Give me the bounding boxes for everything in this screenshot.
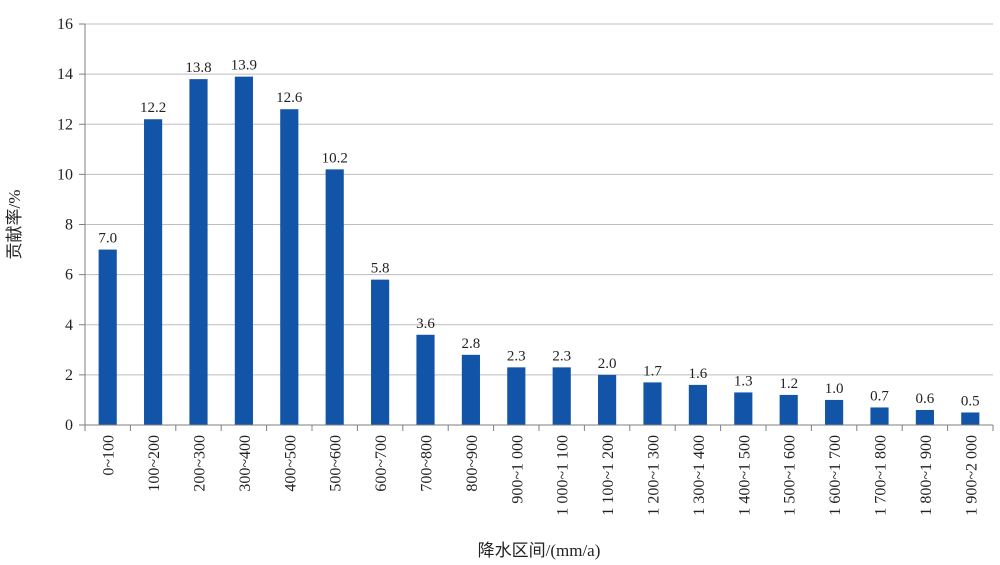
x-tick-label: 300~400: [237, 435, 254, 492]
gridlines: [85, 23, 993, 426]
data-label: 10.2: [322, 150, 348, 166]
bar: [825, 399, 844, 425]
data-label: 1.2: [779, 376, 798, 392]
x-tick-label: 1 100~1 200: [600, 435, 617, 516]
x-tick-label: 1 900~2 000: [963, 435, 980, 516]
x-tick-label: 1 800~1 900: [918, 435, 935, 516]
data-label: 7.0: [98, 231, 117, 247]
data-label: 13.9: [231, 58, 257, 74]
data-label: 13.8: [185, 60, 211, 76]
bar: [234, 76, 253, 425]
x-tick-label: 1 200~1 300: [646, 435, 663, 516]
data-label: 12.2: [140, 100, 166, 116]
bar: [552, 367, 571, 425]
data-label: 1.7: [643, 363, 662, 379]
x-tick-label: 400~500: [282, 435, 299, 492]
data-labels: 7.0 12.2 13.8 13.9 12.6 10.2 5.8 3.6 2.8 2.3 2.3 2.…: [98, 58, 979, 410]
bar: [461, 354, 480, 425]
x-tick-label: 1 000~1 100: [555, 435, 572, 516]
y-tick-label: 4: [65, 317, 73, 334]
bar: [961, 412, 980, 425]
bar: [598, 374, 617, 425]
y-tick-label: 16: [57, 16, 73, 33]
x-axis-title: 降水区间/(mm/a): [478, 541, 601, 560]
data-label: 0.7: [870, 388, 889, 404]
x-tick-label: 1 600~1 700: [827, 435, 844, 516]
x-tick-label: 600~700: [373, 435, 390, 492]
y-tick-label: 8: [65, 217, 73, 234]
data-label: 2.8: [462, 336, 481, 352]
data-label: 1.3: [734, 373, 753, 389]
bar: [98, 249, 117, 425]
y-tick-label: 14: [57, 66, 73, 83]
x-tick-label: 500~600: [328, 435, 345, 492]
bar: [325, 169, 344, 425]
bar: [416, 334, 435, 425]
y-tick-label: 2: [65, 367, 73, 384]
y-tick-label: 6: [65, 267, 73, 284]
data-label: 2.3: [552, 348, 571, 364]
data-label: 12.6: [276, 90, 303, 106]
y-tick-label: 12: [57, 116, 73, 133]
y-tick-label: 10: [57, 166, 73, 183]
data-label: 0.6: [916, 391, 935, 407]
data-label: 0.5: [961, 393, 980, 409]
data-label: 2.3: [507, 348, 526, 364]
bar: [734, 392, 753, 425]
bar: [371, 279, 390, 425]
bar: [688, 384, 707, 425]
bar: [189, 79, 208, 425]
data-label: 1.6: [689, 366, 708, 382]
bar: [280, 109, 299, 426]
x-tick-label: 200~300: [192, 435, 209, 492]
x-tick-label: 1 300~1 400: [691, 435, 708, 516]
bar: [779, 394, 798, 425]
x-tick-label: 1 500~1 600: [782, 435, 799, 516]
bars: [98, 76, 980, 426]
bar: [144, 119, 163, 426]
x-tick-label: 900~1 000: [509, 435, 526, 504]
x-tick-label: 700~800: [419, 435, 436, 492]
data-label: 5.8: [371, 261, 390, 277]
bar: [643, 382, 662, 425]
x-tick-label: 1 700~1 800: [873, 435, 890, 516]
y-tick-label: 0: [65, 417, 73, 434]
x-tick-label: 800~900: [464, 435, 481, 492]
x-tick-label: 1 400~1 500: [736, 435, 753, 516]
y-axis-ticks: 0 2 4 6 8 10 12 14 16: [57, 16, 85, 434]
x-tick-label: 100~200: [146, 435, 163, 492]
bar: [870, 407, 889, 425]
bar: [507, 367, 526, 425]
x-tick-label: 0~100: [101, 435, 118, 476]
y-axis-title: 贡献率/%: [5, 190, 24, 260]
data-label: 2.0: [598, 356, 617, 372]
data-label: 1.0: [825, 381, 844, 397]
x-axis-ticks: 0~100 100~200 200~300 300~400 400~500 500~600…: [84, 425, 994, 516]
bar: [915, 409, 934, 425]
data-label: 3.6: [416, 316, 435, 332]
